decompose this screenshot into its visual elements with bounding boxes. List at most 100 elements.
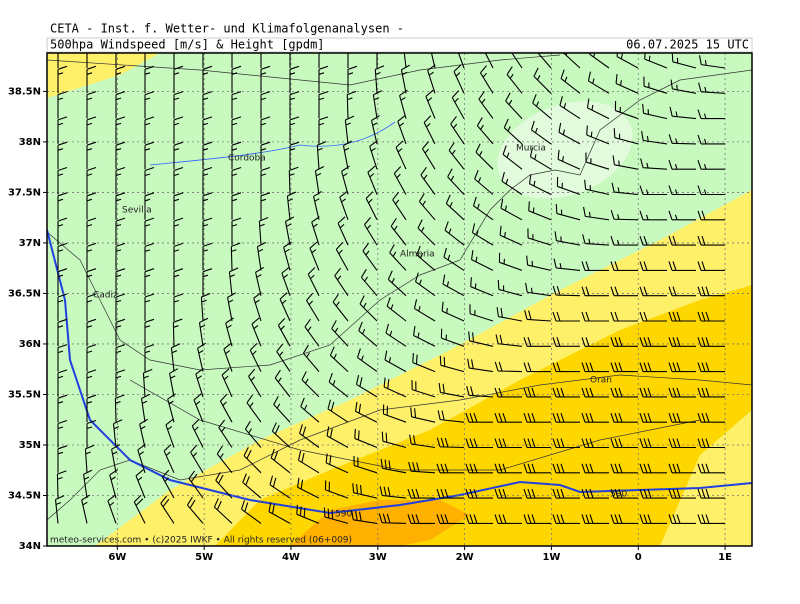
wind-barb [86, 419, 97, 448]
wind-barb [188, 470, 204, 499]
wind-barb [472, 196, 494, 221]
lon-label: 0 [635, 552, 642, 563]
wind-barb [107, 494, 117, 524]
wind-barb [639, 235, 667, 246]
wind-barb [523, 413, 551, 423]
wind-barb [289, 53, 291, 68]
wind-barb [389, 244, 407, 271]
wind-barb [318, 116, 329, 144]
wind-barb [698, 55, 726, 69]
wind-barb [423, 115, 436, 145]
wind-barb [115, 369, 126, 397]
wind-barb [381, 431, 407, 449]
wind-barb [86, 394, 97, 423]
wind-barb [610, 514, 638, 524]
wind-barb [639, 438, 667, 449]
wind-barb [639, 311, 667, 322]
wind-barb [668, 514, 696, 524]
wind-barb [697, 438, 725, 449]
wind-barb [436, 437, 465, 449]
wind-barb [173, 217, 184, 246]
wind-barb [552, 311, 580, 322]
wind-barb [495, 334, 523, 347]
wind-barb [144, 91, 155, 119]
wind-barb [611, 182, 639, 196]
wind-barb [137, 443, 146, 473]
wind-barb [231, 217, 242, 246]
wind-barb [344, 115, 355, 144]
wind-barb [371, 115, 380, 145]
wind-barb [390, 218, 407, 246]
wind-barb [274, 369, 291, 398]
wind-barb [671, 53, 697, 69]
wind-barb [165, 418, 175, 448]
wind-barb [471, 223, 494, 246]
wind-barb [465, 413, 493, 423]
wind-barb [697, 210, 725, 221]
wind-barb [351, 510, 378, 524]
wind-barb [231, 116, 242, 144]
wind-barb [441, 301, 465, 322]
wind-barb [195, 367, 204, 398]
wind-barb [115, 344, 126, 372]
wind-barb [135, 469, 146, 499]
wind-barb [283, 241, 292, 271]
wind-barb [502, 145, 523, 170]
wind-barb [639, 337, 667, 347]
wind-barb [553, 258, 581, 271]
wind-barb [327, 399, 349, 423]
wind-barb [496, 307, 523, 322]
wind-barb [318, 53, 320, 68]
wind-barb [231, 141, 242, 170]
wind-barb [420, 167, 436, 195]
wind-barb [418, 193, 436, 221]
wind-barb [372, 90, 383, 119]
wind-barb [523, 514, 551, 524]
wind-barb [643, 76, 668, 94]
wind-barb [374, 65, 385, 94]
wind-barb [668, 160, 696, 170]
wind-barb [392, 192, 407, 221]
wind-barb [260, 65, 271, 94]
wind-barb [281, 266, 291, 296]
wind-barb [581, 463, 609, 474]
wind-barb [83, 469, 93, 499]
wind-barb [115, 217, 126, 246]
lat-label: 34.5N [8, 490, 41, 501]
wind-barb [410, 407, 436, 423]
wind-barb [413, 299, 436, 322]
height-contour [47, 229, 752, 515]
lat-label: 35.5N [8, 389, 41, 400]
wind-barb [639, 362, 667, 373]
wind-barb [284, 216, 295, 246]
wind-barb [337, 216, 349, 246]
wind-barb [475, 143, 494, 170]
wind-barb [467, 358, 494, 373]
wind-barb [288, 166, 299, 195]
wind-barb [231, 53, 233, 68]
wind-barb [309, 241, 320, 271]
wind-barb [355, 401, 378, 423]
wind-barb [269, 475, 291, 499]
wind-barb [57, 242, 68, 271]
wind-barb [57, 91, 68, 119]
wind-barb [142, 368, 153, 397]
wind-barb [225, 317, 234, 347]
wind-barb [385, 323, 407, 347]
wind-barb [554, 231, 581, 246]
wind-barb [297, 450, 320, 474]
wind-barb [213, 498, 233, 524]
wind-barb [297, 477, 320, 499]
wind-barb [277, 317, 291, 347]
wind-barb [57, 166, 68, 195]
wind-barb [57, 141, 68, 170]
wind-barb [354, 428, 378, 449]
contour-label: 590 [610, 490, 627, 500]
wind-barb [697, 362, 725, 373]
wind-barb [144, 53, 146, 68]
wind-barb [242, 473, 262, 499]
wind-barb [669, 106, 697, 120]
wind-barb [231, 91, 242, 119]
wind-barb [228, 267, 239, 296]
